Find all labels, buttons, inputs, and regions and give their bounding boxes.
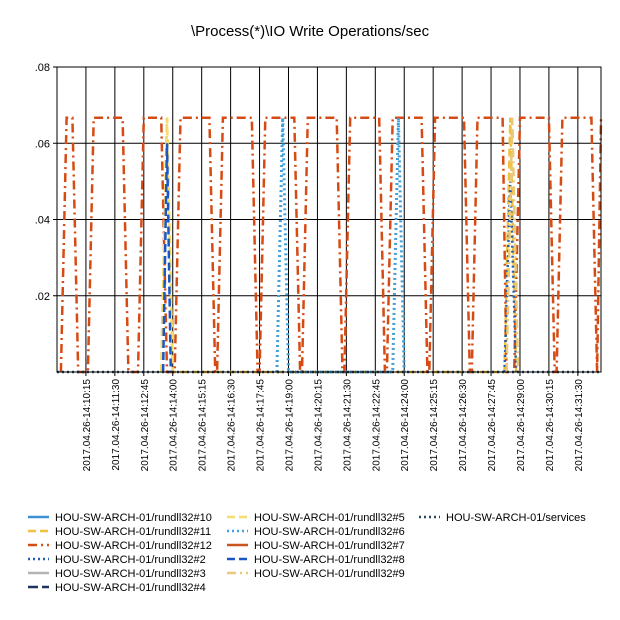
legend-label: HOU-SW-ARCH-01/rundll32#7 [254, 540, 405, 552]
legend: HOU-SW-ARCH-01/rundll32#10 HOU-SW-ARCH-01… [28, 512, 586, 594]
x-tick-label: 2017.04.26-14:17:45 [256, 379, 267, 472]
x-tick-label: 2017.04.26-14:10:15 [82, 379, 93, 472]
x-tick-label: 2017.04.26-14:21:30 [342, 379, 353, 472]
y-tick-label: .08 [35, 62, 50, 74]
plot-series [57, 116, 603, 374]
x-tick-label: 2017.04.26-14:25:15 [429, 379, 440, 472]
legend-label: HOU-SW-ARCH-01/rundll32#4 [55, 582, 206, 594]
legend-label: HOU-SW-ARCH-01/services [446, 512, 586, 524]
legend-label: HOU-SW-ARCH-01/rundll32#9 [254, 568, 405, 580]
x-tick-label: 2017.04.26-14:26:30 [458, 379, 469, 472]
x-tick-label: 2017.04.26-14:31:30 [574, 379, 585, 472]
x-tick-label: 2017.04.26-14:27:45 [487, 379, 498, 472]
legend-label: HOU-SW-ARCH-01/rundll32#5 [254, 512, 405, 524]
series-line-7 [159, 117, 174, 373]
x-tick-label: 2017.04.26-14:29:00 [516, 379, 527, 472]
x-tick-label: 2017.04.26-14:19:00 [284, 379, 295, 472]
x-tick-label: 2017.04.26-14:11:30 [111, 379, 122, 471]
x-tick-label: 2017.04.26-14:30:15 [545, 379, 556, 472]
legend-label: HOU-SW-ARCH-01/rundll32#10 [55, 512, 212, 524]
y-tick-label: .04 [35, 215, 50, 227]
chart-title: \Process(*)\IO Write Operations/sec [191, 23, 430, 40]
y-axis: .02 .04 .06 .08 [35, 62, 57, 303]
series-line-3 [59, 116, 603, 374]
legend-label: HOU-SW-ARCH-01/rundll32#6 [254, 526, 405, 538]
x-tick-label: 2017.04.26-14:12:45 [140, 379, 151, 472]
x-tick-label: 2017.04.26-14:24:00 [400, 379, 411, 472]
grid [57, 66, 601, 372]
x-tick-label: 2017.04.26-14:14:00 [169, 379, 180, 472]
x-tick-label: 2017.04.26-14:22:45 [371, 379, 382, 472]
legend-label: HOU-SW-ARCH-01/rundll32#2 [55, 554, 206, 566]
series-line-11 [505, 117, 520, 373]
legend-label: HOU-SW-ARCH-01/rundll32#8 [254, 554, 405, 566]
y-tick-label: .06 [35, 138, 50, 150]
x-tick-label: 2017.04.26-14:16:30 [227, 379, 238, 472]
legend-label: HOU-SW-ARCH-01/rundll32#12 [55, 540, 212, 552]
legend-label: HOU-SW-ARCH-01/rundll32#3 [55, 568, 206, 580]
legend-label: HOU-SW-ARCH-01/rundll32#11 [55, 526, 211, 538]
series-line-10 [161, 143, 173, 373]
x-axis: 2017.04.26-14:10:15 2017.04.26-14:11:30 20… [82, 372, 585, 471]
x-tick-label: 2017.04.26-14:20:15 [313, 379, 324, 472]
y-tick-label: .02 [35, 291, 50, 303]
x-tick-label: 2017.04.26-14:15:15 [198, 379, 209, 472]
